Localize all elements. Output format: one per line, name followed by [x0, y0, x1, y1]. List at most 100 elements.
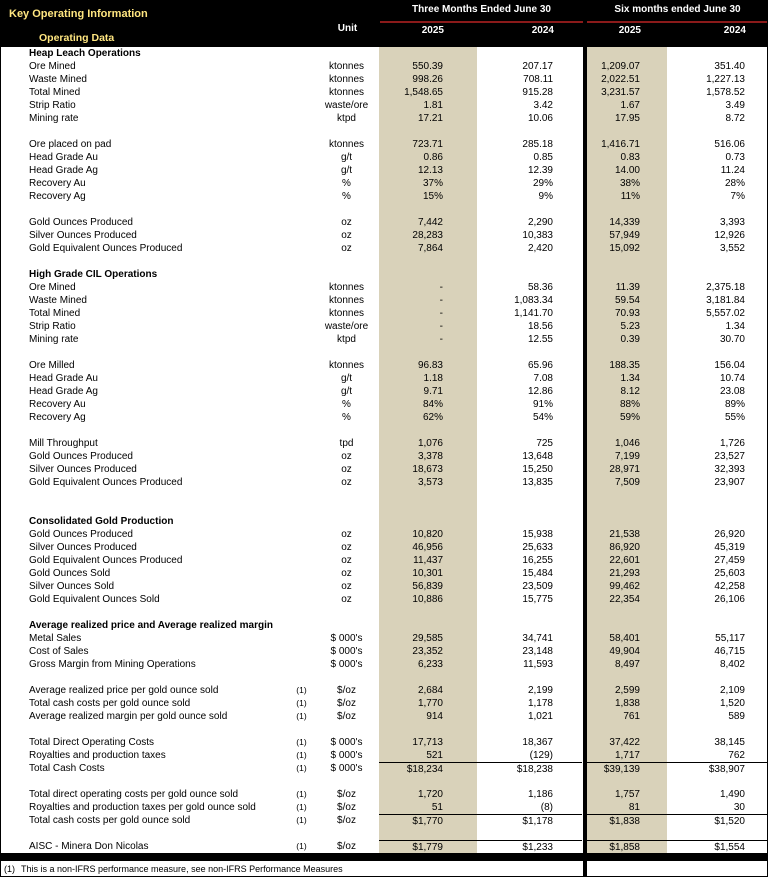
- row-label: Waste Mined: [29, 295, 87, 306]
- footnote-ref: [289, 671, 314, 684]
- unit-cell: ktonnes: [328, 295, 365, 306]
- value-6m-2024: 1,490: [719, 789, 745, 800]
- value-6m-2024: 3,393: [719, 217, 745, 228]
- value-6m-2024: 27,459: [714, 555, 745, 566]
- unit-cell: [314, 671, 379, 684]
- row-label: [1, 671, 289, 684]
- data-row: Waste Mined ktonnes - 1,083.34 59.54 3,181.84: [1, 294, 767, 307]
- unit-cell: $ 000's: [330, 659, 363, 670]
- value-6m-2024: 516.06: [714, 139, 745, 150]
- value-6m-2024: 0.73: [725, 152, 745, 163]
- unit-cell: ktonnes: [328, 360, 365, 371]
- footnote-ref: [289, 463, 314, 476]
- value-3m-2025: 10,301: [379, 567, 477, 580]
- value-6m-2025: 37,422: [586, 736, 667, 749]
- row-label: Silver Ounces Produced: [29, 230, 137, 241]
- unit-cell: $/oz: [337, 685, 356, 696]
- footnote-ref: [289, 528, 314, 541]
- data-row: Total direct operating costs per gold ou…: [1, 788, 767, 801]
- value-6m-2024: 55%: [724, 412, 745, 423]
- footnote-ref: [289, 320, 314, 333]
- value-6m-2025: 1.34: [586, 372, 667, 385]
- value-3m-2025: [379, 47, 477, 60]
- table-body: Heap Leach Operations Ore Mined ktonnes 550…: [1, 47, 767, 853]
- row-label: Ore Mined: [29, 282, 76, 293]
- value-3m-2025: [379, 255, 477, 268]
- data-row: Ore Mined ktonnes - 58.36 11.39 2,375.18: [1, 281, 767, 294]
- row-label: Silver Ounces Produced: [29, 464, 137, 475]
- footnote-ref: [289, 723, 314, 736]
- unit-cell: [314, 489, 379, 502]
- row-label: [1, 775, 289, 788]
- value-6m-2025: [586, 346, 667, 359]
- value-6m-2025: 7,199: [586, 450, 667, 463]
- row-label: Heap Leach Operations: [29, 48, 141, 59]
- value-3m-2025: 12.13: [379, 164, 477, 177]
- data-row: Recovery Ag% 15% 9% 11% 7%: [1, 190, 767, 203]
- row-label: Head Grade Ag: [29, 386, 98, 397]
- data-row: Total Mined ktonnes - 1,141.70 70.93 5,557.02: [1, 307, 767, 320]
- row-label: Ore Milled: [29, 360, 75, 371]
- footnote-ref: [289, 437, 314, 450]
- value-3m-2024: 13,648: [522, 451, 553, 462]
- unit-cell: [314, 827, 379, 840]
- unit-cell: $/oz: [337, 841, 356, 852]
- row-label: Recovery Au: [29, 399, 86, 410]
- value-6m-2025: [586, 424, 667, 437]
- value-6m-2024: 1,227.13: [706, 74, 745, 85]
- year-header-3m-2024: 2024: [531, 25, 554, 36]
- value-3m-2025: 1,076: [379, 437, 477, 450]
- data-row: Gold Equivalent Ounces Sold oz 10,886 15,77…: [1, 593, 767, 606]
- value-3m-2025: 550.39: [379, 60, 477, 73]
- value-3m-2025: 62%: [379, 411, 477, 424]
- unit-cell: oz: [341, 217, 352, 228]
- value-3m-2024: 25,633: [522, 542, 553, 553]
- value-6m-2024: [667, 619, 767, 632]
- value-6m-2024: 2,375.18: [706, 282, 745, 293]
- unit-cell: [314, 502, 379, 515]
- footnote-row: (1) This is a non-IFRS performance measu…: [1, 861, 767, 876]
- footnote-ref: [289, 177, 314, 190]
- value-3m-2024: [477, 619, 582, 632]
- value-3m-2024: (8): [540, 802, 553, 813]
- value-3m-2025: 23,352: [379, 645, 477, 658]
- value-6m-2025: 5.23: [586, 320, 667, 333]
- value-6m-2024: 1,578.52: [706, 87, 745, 98]
- data-row: Recovery Ag% 62% 54% 59% 55%: [1, 411, 767, 424]
- value-3m-2024: 18.56: [527, 321, 553, 332]
- value-3m-2024: 1,141.70: [514, 308, 553, 319]
- value-3m-2025: 521: [379, 749, 477, 762]
- value-3m-2024: 10,383: [522, 230, 553, 241]
- footnote-ref: [289, 515, 314, 528]
- value-6m-2025: $1,858: [586, 840, 667, 853]
- value-3m-2024: [477, 827, 582, 840]
- row-label: Gold Equivalent Ounces Sold: [29, 594, 160, 605]
- row-label: Royalties and production taxes: [29, 750, 166, 761]
- data-row: Total Direct Operating Costs (1) $ 000's 17…: [1, 736, 767, 749]
- value-6m-2024: 32,393: [714, 464, 745, 475]
- value-6m-2025: 0.83: [586, 151, 667, 164]
- value-3m-2025: 51: [379, 801, 477, 814]
- value-3m-2025: 10,820: [379, 528, 477, 541]
- value-3m-2024: 915.28: [522, 87, 553, 98]
- value-6m-2025: 22,354: [586, 593, 667, 606]
- section-header-row: High Grade CIL Operations: [1, 268, 767, 281]
- row-label: Strip Ratio: [29, 100, 76, 111]
- value-6m-2024: [667, 125, 767, 138]
- unit-cell: ktonnes: [328, 87, 365, 98]
- row-label: Gold Ounces Sold: [29, 568, 111, 579]
- footnote-ref: [289, 385, 314, 398]
- footnote-ref: [289, 151, 314, 164]
- value-6m-2025: 49,904: [586, 645, 667, 658]
- unit-cell: [314, 47, 379, 60]
- section-header-row: Heap Leach Operations: [1, 47, 767, 60]
- value-3m-2024: 23,148: [522, 646, 553, 657]
- footnote-ref: [289, 86, 314, 99]
- footnote-ref: [289, 255, 314, 268]
- value-6m-2024: 351.40: [714, 61, 745, 72]
- row-label: [1, 255, 289, 268]
- value-6m-2025: 761: [586, 710, 667, 723]
- value-6m-2024: 38,145: [714, 737, 745, 748]
- value-6m-2025: 28,971: [586, 463, 667, 476]
- value-6m-2025: 99,462: [586, 580, 667, 593]
